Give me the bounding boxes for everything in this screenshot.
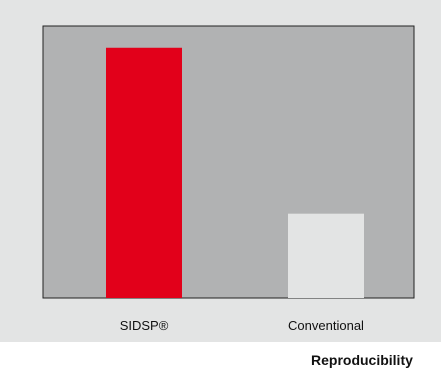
chart-panel: SIDSP® Conventional [0, 0, 441, 342]
bars-group [106, 47, 364, 299]
chart-canvas [42, 25, 415, 299]
bar-sidsp [106, 47, 182, 299]
bar-conventional [288, 213, 364, 298]
x-tick-label-sidsp: SIDSP® [119, 318, 169, 333]
x-tick-label-conventional: Conventional [288, 318, 364, 333]
chart-caption: Reproducibility [311, 352, 413, 368]
